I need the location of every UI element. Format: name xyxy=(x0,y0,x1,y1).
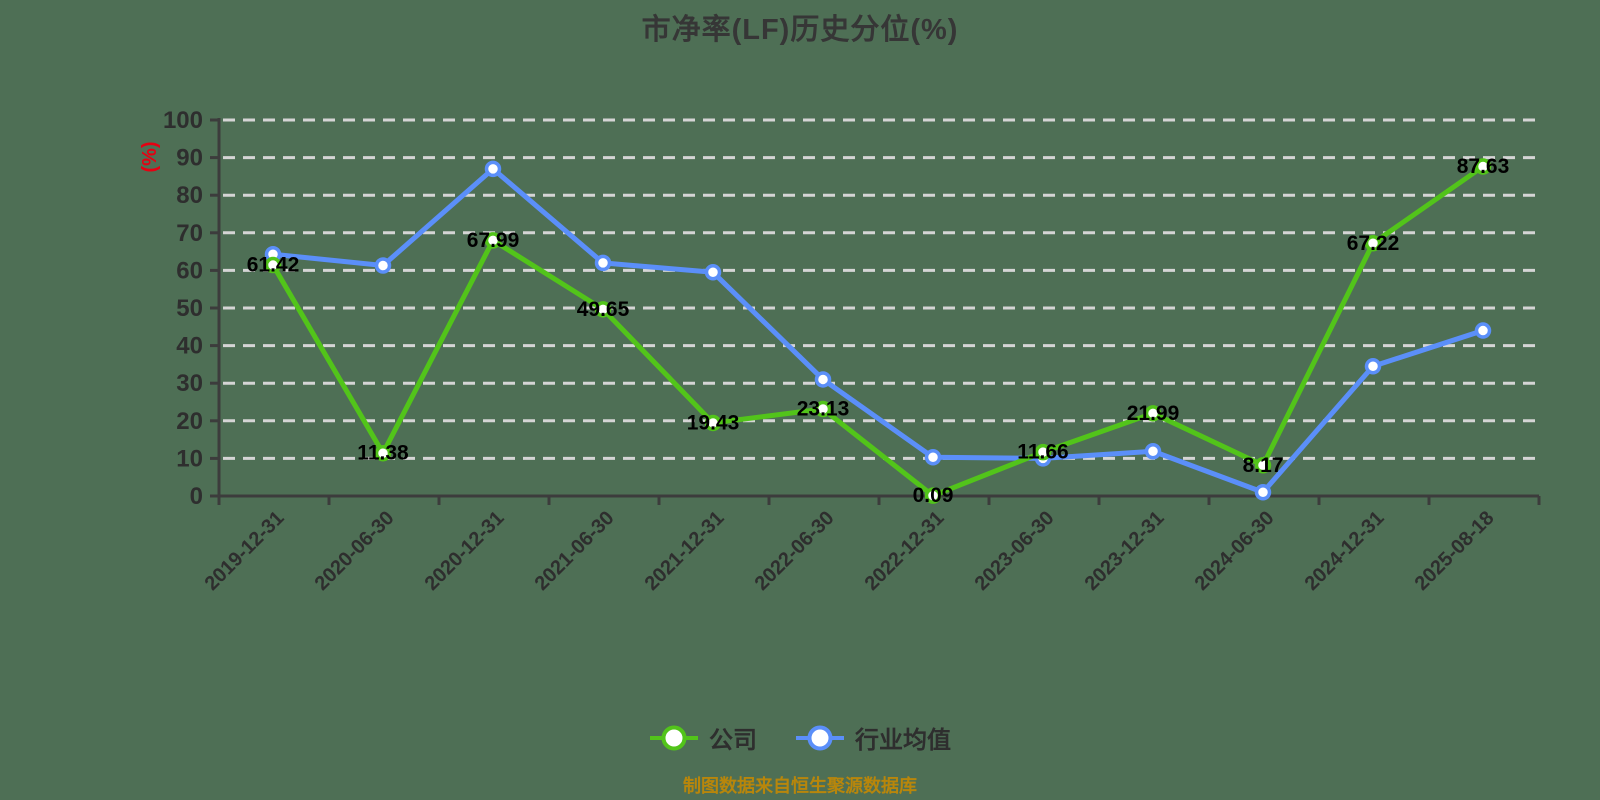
data-point-company[interactable] xyxy=(484,232,502,249)
x-axis-label: 2022-12-31 xyxy=(861,507,949,595)
data-point-industry[interactable] xyxy=(594,254,612,272)
data-point-company[interactable] xyxy=(374,444,392,462)
x-axis-label: 2021-12-31 xyxy=(641,507,729,595)
x-axis-label: 2019-12-31 xyxy=(201,507,289,595)
data-point-company[interactable] xyxy=(704,414,722,432)
y-axis-label: 20 xyxy=(176,408,203,435)
y-axis-label: 100 xyxy=(163,107,203,134)
y-axis-label: 0 xyxy=(190,483,203,510)
legend-item-company[interactable]: 公司 xyxy=(649,720,757,755)
point-value-label: 67.22 xyxy=(1347,232,1400,255)
point-value-label: 8.17 xyxy=(1243,454,1284,477)
y-axis-label: 90 xyxy=(176,145,203,172)
data-point-company[interactable] xyxy=(1254,457,1272,474)
data-point-company[interactable] xyxy=(1144,405,1162,422)
point-value-label: 67.99 xyxy=(467,229,520,252)
x-axis-label: 2021-06-30 xyxy=(531,507,619,595)
data-point-company[interactable] xyxy=(264,256,282,274)
point-value-label: 19.43 xyxy=(687,411,740,434)
legend: 公司 行业均值 xyxy=(0,720,1600,755)
point-value-label: 11.38 xyxy=(357,442,409,465)
data-point-industry[interactable] xyxy=(1254,483,1272,501)
y-axis-label: 80 xyxy=(176,182,203,209)
legend-label-company: 公司 xyxy=(709,727,757,754)
data-point-company[interactable] xyxy=(814,400,832,418)
data-point-industry[interactable] xyxy=(924,449,942,466)
point-value-label: 21.99 xyxy=(1127,402,1180,425)
data-point-industry[interactable] xyxy=(1364,358,1382,375)
data-point-company[interactable] xyxy=(1364,235,1382,252)
y-axis-label: 30 xyxy=(176,370,203,397)
point-value-label: 49.65 xyxy=(577,298,630,321)
data-point-industry[interactable] xyxy=(814,371,832,388)
data-point-industry[interactable] xyxy=(484,160,502,178)
data-source-note: 制图数据来自恒生聚源数据库 xyxy=(683,776,917,796)
point-value-label: 23.13 xyxy=(797,398,850,421)
data-point-industry[interactable] xyxy=(1474,322,1492,339)
data-point-company[interactable] xyxy=(594,301,612,318)
x-axis-label: 2024-06-30 xyxy=(1191,507,1279,595)
company-line-marker-icon xyxy=(650,725,698,750)
y-axis-label: 50 xyxy=(176,295,203,322)
data-point-industry[interactable] xyxy=(374,257,392,274)
series-line-company xyxy=(270,164,1486,499)
x-axis-label: 2024-12-31 xyxy=(1301,507,1389,595)
point-value-label: 11.66 xyxy=(1017,441,1068,464)
legend-label-industry-average: 行业均值 xyxy=(855,727,951,754)
data-point-company[interactable] xyxy=(1474,158,1492,175)
point-value-label: 0.09 xyxy=(913,484,954,507)
y-axis-label: 60 xyxy=(176,257,203,284)
data-point-company[interactable] xyxy=(1034,443,1052,461)
data-point-industry[interactable] xyxy=(704,264,722,281)
y-axis-label: 70 xyxy=(176,220,203,247)
x-axis-label: 2022-06-30 xyxy=(751,507,839,595)
series-line-industry xyxy=(270,166,1486,495)
y-axis-label: 10 xyxy=(176,445,203,472)
industry-line-marker-icon xyxy=(796,725,844,750)
point-value-label: 87.63 xyxy=(1457,155,1510,178)
data-point-industry[interactable] xyxy=(1144,443,1162,460)
x-axis-label: 2020-12-31 xyxy=(421,507,509,595)
point-value-label: 61.42 xyxy=(247,254,300,277)
x-axis-label: 2020-06-30 xyxy=(311,507,399,595)
x-axis-label: 2025-08-18 xyxy=(1411,507,1499,595)
chart-title: 市净率(LF)历史分位(%) xyxy=(641,14,959,46)
y-axis-label: 40 xyxy=(176,333,203,360)
x-axis-label: 2023-06-30 xyxy=(971,507,1059,595)
legend-item-industry-average[interactable]: 行业均值 xyxy=(795,720,951,755)
data-point-company[interactable] xyxy=(924,487,942,504)
x-axis-label: 2023-12-31 xyxy=(1081,507,1169,595)
y-axis-unit-label: (%) xyxy=(139,141,161,172)
